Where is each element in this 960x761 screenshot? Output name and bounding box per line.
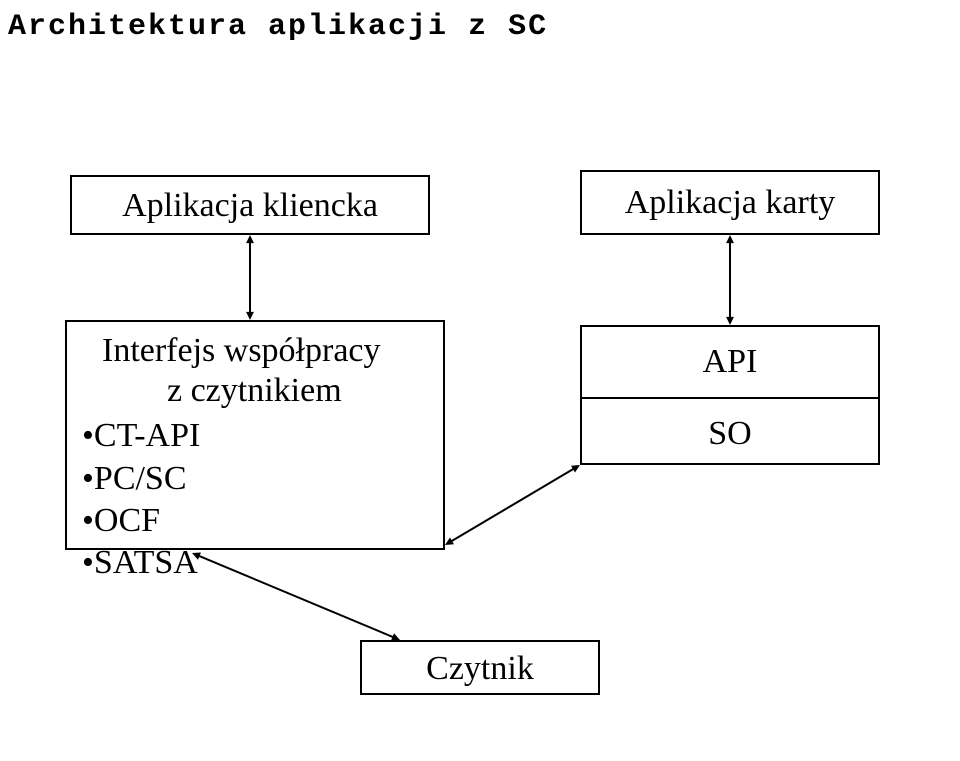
- page-title: Architektura aplikacji z SC: [8, 10, 548, 44]
- interface-line-1: z czytnikiem: [167, 372, 342, 410]
- reader-label: Czytnik: [426, 650, 534, 687]
- so-label: SO: [582, 415, 878, 453]
- client-app-label: Aplikacja kliencka: [122, 187, 378, 224]
- box-api-so: API SO: [580, 325, 880, 465]
- interface-line-4: •OCF: [82, 502, 160, 540]
- box-client-app: Aplikacja kliencka: [70, 175, 430, 235]
- interface-line-3: •PC/SC: [82, 460, 187, 498]
- interface-line-2: •CT-API: [82, 417, 200, 455]
- card-app-label: Aplikacja karty: [625, 184, 836, 221]
- interface-line-5: •SATSA: [82, 544, 198, 582]
- box-reader: Czytnik: [360, 640, 600, 695]
- interface-line-0: Interfejs współpracy: [102, 332, 381, 370]
- box-card-app: Aplikacja karty: [580, 170, 880, 235]
- api-so-divider: [582, 397, 878, 399]
- box-interface: Interfejs współpracy z czytnikiem •CT-AP…: [65, 320, 445, 550]
- api-label: API: [582, 343, 878, 381]
